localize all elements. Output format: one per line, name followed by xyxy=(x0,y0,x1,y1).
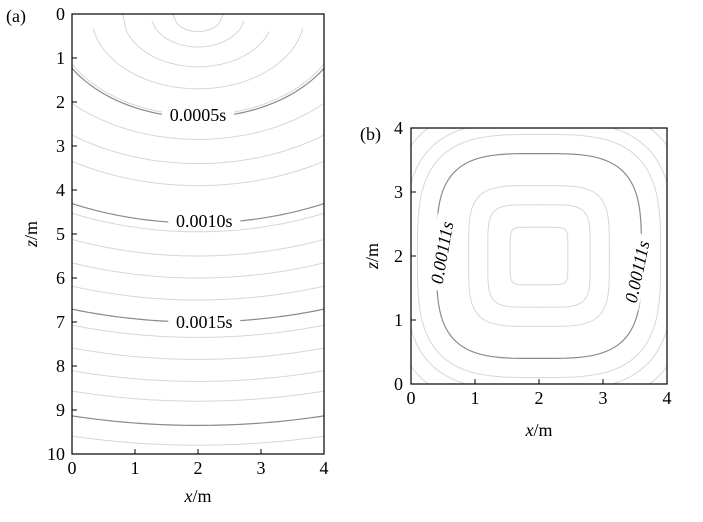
panel-a-y-axis-title: z/m xyxy=(21,221,41,248)
panel-a-contour-line xyxy=(121,13,270,68)
panel-a-y-tick-label: 5 xyxy=(56,224,65,244)
panel-b-contour-label: 0.00111s xyxy=(427,220,458,285)
panel-b-x-tick-label: 4 xyxy=(663,388,672,408)
panel-a-contour-line xyxy=(71,347,325,360)
panel-a-contour-line xyxy=(92,28,304,90)
panel-b-x-tick-label: 3 xyxy=(599,388,608,408)
panel-b-contour-line xyxy=(373,90,703,423)
panel-a-contour-line xyxy=(71,435,325,446)
panel-b-contour-label-group: 0.00111s xyxy=(618,232,654,311)
panel-b-y-tick-label: 4 xyxy=(394,118,403,138)
panel-b-label: (b) xyxy=(360,124,381,145)
panel-b-contour-line xyxy=(468,185,610,327)
panel-a-y-tick-label: 3 xyxy=(56,136,65,156)
panel-b-y-tick-label: 3 xyxy=(394,182,403,202)
panel-a-x-tick-label: 1 xyxy=(131,458,140,478)
panel-a-contour-major xyxy=(71,415,325,427)
panel-a-contour-line xyxy=(71,370,325,382)
panel-a-y-tick-label: 6 xyxy=(56,268,65,288)
panel-a-y-tick-label: 8 xyxy=(56,356,65,376)
panel-a-x-tick-label: 4 xyxy=(320,458,329,478)
panel-a-ticks: 0 1 2 3 4 0 1 2 3 4 5 6 7 8 9 10 xyxy=(47,4,329,478)
panel-b-contour-label-group: 0.00111s xyxy=(424,213,458,292)
panel-a-y-tick-label: 0 xyxy=(56,4,65,24)
panel-a-y-tick-label: 4 xyxy=(56,180,65,200)
panel-a-y-tick-label: 10 xyxy=(47,444,65,464)
panel-a-contour-label-bg xyxy=(162,104,234,125)
panel-a-y-tick-label: 9 xyxy=(56,400,65,420)
panel-a-contour-line xyxy=(71,160,325,187)
panel-a-x-tick-label: 3 xyxy=(257,458,266,478)
panel-a-contour-line xyxy=(71,134,325,165)
panel-b-y-tick-label: 2 xyxy=(394,246,403,266)
panel-a-contour-line xyxy=(71,285,325,301)
panel-a-contour-line xyxy=(151,20,245,48)
panel-a-contour-label: 0.0015s xyxy=(176,312,233,332)
panel-a-contour-line xyxy=(71,212,325,233)
panel-a-y-tick-label: 2 xyxy=(56,92,65,112)
panel-b-contour-major xyxy=(435,152,643,360)
panel-a-axes-frame xyxy=(71,13,325,455)
panel-b-ticks: 0 1 2 3 4 0 1 2 3 4 xyxy=(394,118,672,408)
panel-a-contour-line xyxy=(71,390,325,402)
panel-a-y-tick-label: 1 xyxy=(56,48,65,68)
panel-a-contour-label-bg xyxy=(168,311,241,331)
panel-b-contour-label-bg xyxy=(618,232,654,311)
panel-b-x-tick-label: 0 xyxy=(407,388,416,408)
panel-a-contour-label: 0.0005s xyxy=(170,105,227,125)
panel-b-x-tick-label: 2 xyxy=(535,388,544,408)
panel-b: (b) 0.00111s 0.00111s 0 1 2 3 4 0 1 2 3 4 x/m z/m xyxy=(360,90,703,440)
panel-b-x-axis-title: x/m xyxy=(524,420,552,440)
panel-a-label: (a) xyxy=(6,6,26,27)
panel-b-y-tick-label: 1 xyxy=(394,310,403,330)
panel-a-contour-line xyxy=(172,13,224,33)
panel-b-contour-labels: 0.00111s 0.00111s xyxy=(424,213,654,311)
panel-a: (a) 0.0005s 0.0010s 0.0015s 0 1 2 3 4 0 1 2 3 4 5 6 7 8… xyxy=(6,4,329,506)
panel-a-y-tick-label: 7 xyxy=(56,312,65,332)
panel-a-x-tick-label: 0 xyxy=(68,458,77,478)
panel-a-x-axis-title: x/m xyxy=(183,486,211,506)
panel-a-contour-labels: 0.0005s 0.0010s 0.0015s xyxy=(162,104,241,332)
panel-b-contour-line xyxy=(416,133,662,379)
panel-b-contour-label-bg xyxy=(424,213,458,292)
panel-b-y-tick-label: 0 xyxy=(394,374,403,394)
panel-a-contour-line xyxy=(71,324,325,338)
panel-b-contours xyxy=(373,90,703,423)
panel-b-contour-line xyxy=(509,226,569,286)
panel-a-contour-label-bg xyxy=(168,209,241,230)
panel-a-contour-line xyxy=(71,238,325,257)
panel-b-x-tick-label: 1 xyxy=(471,388,480,408)
panel-a-contour-line xyxy=(71,102,325,140)
panel-b-contour-line xyxy=(487,204,591,308)
panel-b-contour-line xyxy=(411,128,667,384)
panel-b-y-axis-title: z/m xyxy=(362,243,382,270)
panel-a-contour-line xyxy=(71,262,325,279)
panel-a-x-tick-label: 2 xyxy=(194,458,203,478)
panel-a-contour-label: 0.0010s xyxy=(176,211,233,231)
panel-b-contour-label: 0.00111s xyxy=(621,239,654,305)
